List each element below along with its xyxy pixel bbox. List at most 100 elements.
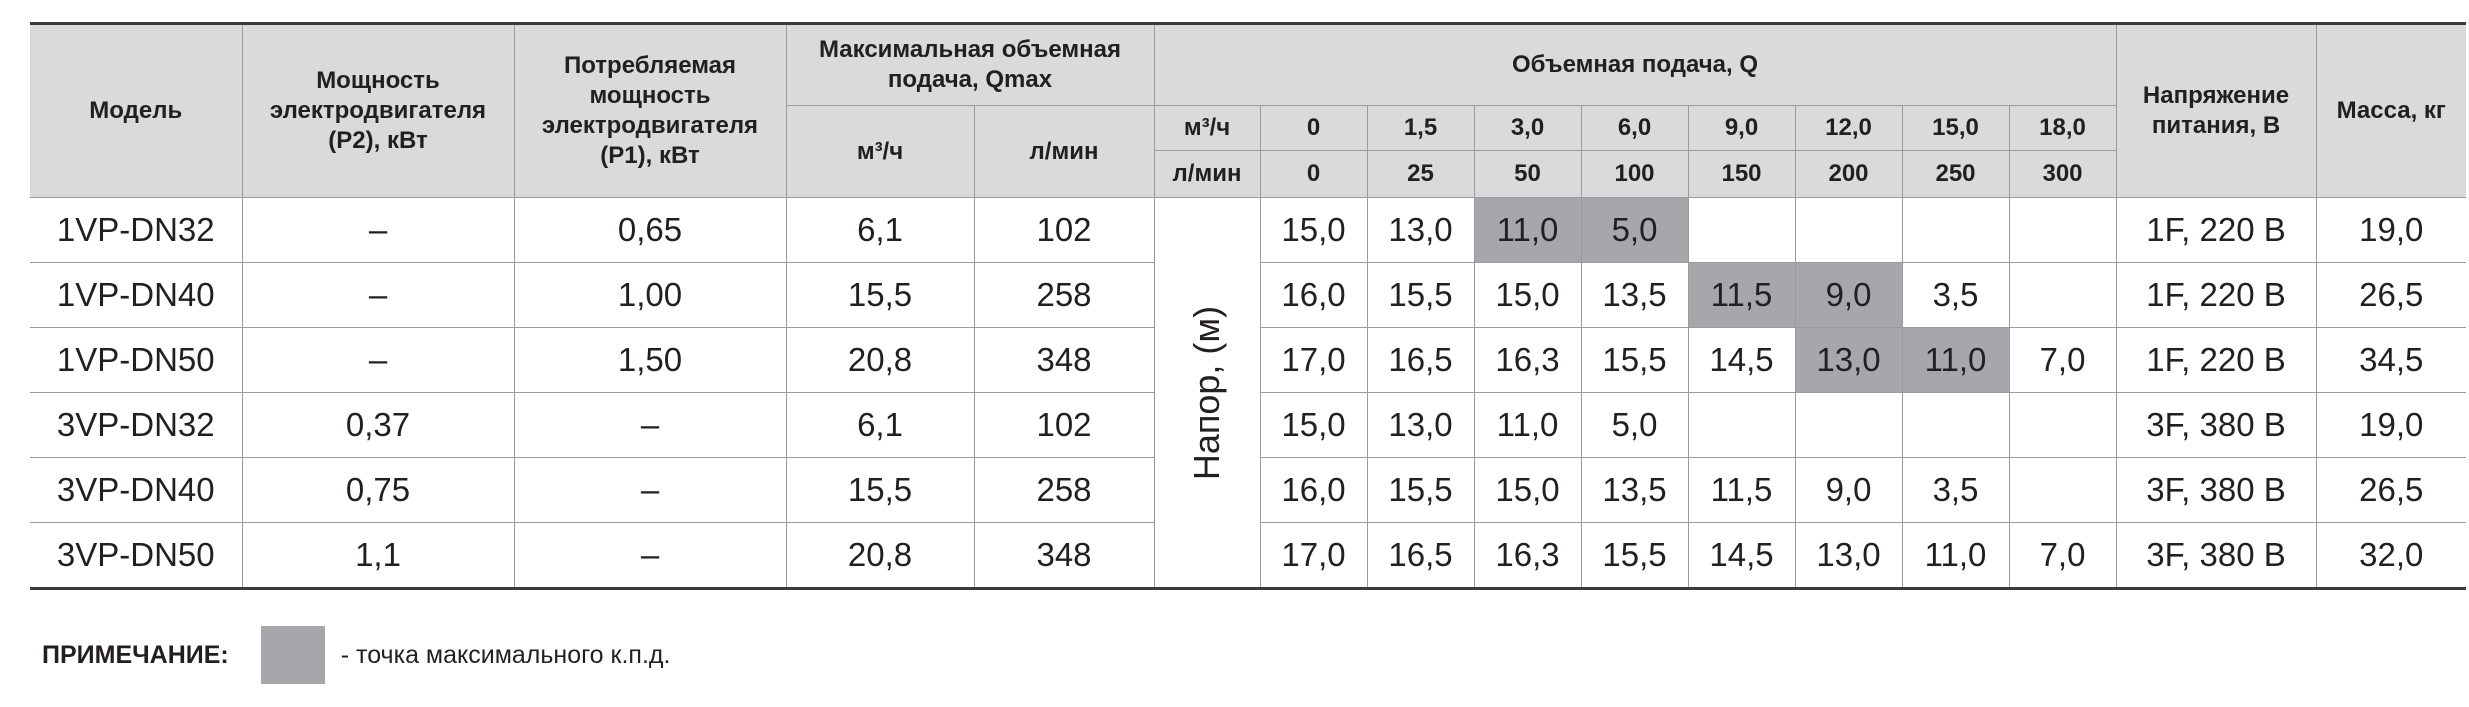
head-value-cell: 7,0 [2008, 327, 2117, 393]
mass-cell: 26,5 [2315, 262, 2467, 328]
model-cell: 1VP-DN40 [30, 262, 243, 328]
p2-cell: 0,75 [241, 457, 515, 523]
flow-lmin-value: 150 [1687, 150, 1796, 198]
p2-cell: – [241, 327, 515, 393]
model-cell: 3VP-DN40 [30, 457, 243, 523]
head-value-cell: 7,0 [2008, 522, 2117, 589]
head-value-cell [2008, 262, 2117, 328]
header-qmax-lmin: л/мин [973, 105, 1155, 198]
note-label: ПРИМЕЧАНИЕ: [42, 640, 229, 669]
head-value-cell [1687, 197, 1796, 263]
head-value-cell [1901, 197, 2010, 263]
head-value-cell: 15,0 [1259, 392, 1368, 458]
qmax-lmin-cell: 258 [973, 262, 1155, 328]
head-value-cell: 15,0 [1473, 262, 1582, 328]
head-value-cell [1794, 392, 1903, 458]
mass-cell: 32,0 [2315, 522, 2467, 589]
p1-cell: 1,00 [513, 262, 787, 328]
qmax-m3h-cell: 15,5 [785, 457, 975, 523]
qmax-lmin-cell: 102 [973, 197, 1155, 263]
head-value-cell: 15,5 [1580, 522, 1689, 589]
head-value-cell: 11,5 [1687, 262, 1796, 328]
head-value-cell: 17,0 [1259, 327, 1368, 393]
table-body: 1VP-DN32–0,65 6,1 102 Напор, (м) 15,0 13,0 11,… [30, 197, 2467, 589]
header-qmax-m3h: м³/ч [786, 105, 975, 198]
voltage-cell: 1F, 220 В [2115, 262, 2317, 328]
qmax-lmin-cell: 102 [973, 392, 1155, 458]
voltage-cell: 3F, 380 В [2115, 392, 2317, 458]
head-value-cell: 16,0 [1259, 262, 1368, 328]
head-value-cell: 13,5 [1580, 457, 1689, 523]
qmax-m3h-cell: 20,8 [785, 327, 975, 393]
p2-cell: – [241, 197, 515, 263]
head-value-cell: 11,0 [1901, 327, 2010, 393]
head-value-cell: 5,0 [1580, 392, 1689, 458]
voltage-cell: 3F, 380 В [2115, 457, 2317, 523]
qmax-lmin-cell: 348 [973, 327, 1155, 393]
flow-m3h-value: 1,5 [1366, 105, 1475, 151]
p1-cell: – [513, 457, 787, 523]
header-voltage: Напряжение питания, В [2115, 23, 2317, 198]
flow-lmin-value: 0 [1259, 150, 1368, 198]
flow-m3h-value: 3,0 [1473, 105, 1582, 151]
table-row: 3VP-DN50 1,1–20,8 348 17,0 16,5 16,3 15,5 14,5 1… [30, 522, 2467, 589]
head-value-cell: 15,5 [1366, 457, 1475, 523]
head-value-cell: 16,3 [1473, 522, 1582, 589]
flow-lmin-value: 300 [2008, 150, 2117, 198]
model-cell: 3VP-DN50 [30, 522, 243, 589]
head-value-cell: 15,0 [1473, 457, 1582, 523]
head-value-cell [1687, 392, 1796, 458]
head-value-cell [2008, 197, 2117, 263]
qmax-m3h-cell: 20,8 [785, 522, 975, 589]
head-value-cell: 11,0 [1473, 197, 1582, 263]
p2-cell: – [241, 262, 515, 328]
header-flow-group: Объемная подача, Q [1153, 23, 2117, 106]
head-value-cell: 13,0 [1794, 522, 1903, 589]
head-value-cell: 13,0 [1366, 392, 1475, 458]
head-value-cell [2008, 457, 2117, 523]
head-value-cell: 15,5 [1580, 327, 1689, 393]
p1-cell: 1,50 [513, 327, 787, 393]
head-value-cell: 13,5 [1580, 262, 1689, 328]
head-value-cell: 11,0 [1901, 522, 2010, 589]
flow-lmin-value: 250 [1901, 150, 2010, 198]
flow-m3h-value: 18,0 [2008, 105, 2117, 151]
note-text: - точка максимального к.п.д. [340, 640, 671, 669]
head-value-cell: 9,0 [1794, 262, 1903, 328]
head-label: Напор, (м) [1186, 305, 1227, 480]
header-p1: Потребляемая мощность электродвигателя (… [513, 23, 787, 198]
head-value-cell: 13,0 [1794, 327, 1903, 393]
p1-cell: – [513, 392, 787, 458]
flow-lmin-value: 25 [1366, 150, 1475, 198]
table-row: 1VP-DN50–1,50 20,8 348 17,0 16,5 16,3 15,5 14,5… [30, 327, 2467, 393]
head-value-cell: 14,5 [1687, 522, 1796, 589]
voltage-cell: 3F, 380 В [2115, 522, 2317, 589]
head-value-cell: 16,0 [1259, 457, 1368, 523]
head-value-cell: 16,5 [1366, 327, 1475, 393]
model-cell: 1VP-DN50 [30, 327, 243, 393]
header-p2: Мощность электродвигателя (P2), кВт [241, 23, 515, 198]
flow-m3h-value: 9,0 [1687, 105, 1796, 151]
head-value-cell: 5,0 [1580, 197, 1689, 263]
head-value-cell: 15,5 [1366, 262, 1475, 328]
head-value-cell: 17,0 [1259, 522, 1368, 589]
flow-m3h-value: 0 [1259, 105, 1368, 151]
head-value-cell [2008, 392, 2117, 458]
head-value-cell: 3,5 [1901, 457, 2010, 523]
head-label-cell: Напор, (м) [1153, 197, 1261, 589]
head-value-cell: 11,0 [1473, 392, 1582, 458]
qmax-lmin-cell: 258 [973, 457, 1155, 523]
mass-cell: 34,5 [2315, 327, 2467, 393]
header-model: Модель [30, 23, 243, 198]
head-value-cell: 3,5 [1901, 262, 2010, 328]
flow-m3h-value: 15,0 [1901, 105, 2010, 151]
p1-cell: – [513, 522, 787, 589]
table-row: 3VP-DN40 0,75–15,5 258 16,0 15,5 15,0 13,5 11,5… [30, 457, 2467, 523]
head-value-cell: 13,0 [1366, 197, 1475, 263]
head-value-cell: 9,0 [1794, 457, 1903, 523]
head-value-cell [1794, 197, 1903, 263]
head-value-cell: 14,5 [1687, 327, 1796, 393]
flow-m3h-value: 6,0 [1580, 105, 1689, 151]
p2-cell: 0,37 [241, 392, 515, 458]
mass-cell: 26,5 [2315, 457, 2467, 523]
